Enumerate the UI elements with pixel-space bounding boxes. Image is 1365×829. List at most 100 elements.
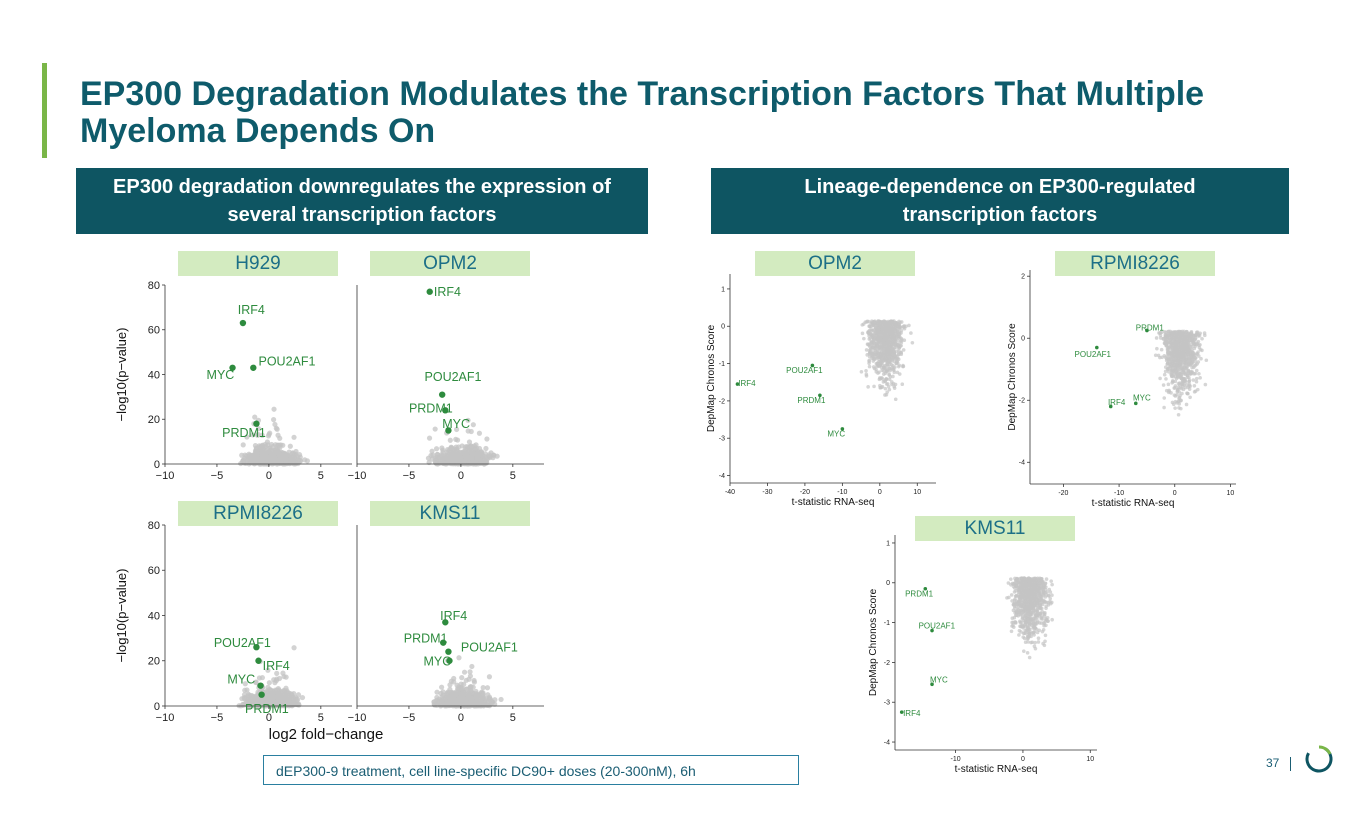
- gray-point: [1172, 329, 1177, 334]
- gray-point: [458, 458, 464, 464]
- gray-point: [255, 457, 261, 463]
- gray-point: [469, 691, 475, 697]
- gray-point: [1041, 589, 1046, 593]
- gray-point: [243, 453, 250, 459]
- gray-point: [257, 456, 263, 462]
- gray-point: [277, 457, 283, 463]
- gray-point: [270, 457, 276, 464]
- gray-point: [1169, 368, 1174, 373]
- gray-point: [875, 336, 879, 341]
- gray-point: [249, 698, 255, 704]
- gray-point: [475, 697, 481, 704]
- gray-point: [881, 329, 886, 334]
- gray-point: [874, 326, 878, 331]
- gray-point: [280, 701, 287, 707]
- gray-point: [261, 702, 267, 709]
- gray-point: [475, 453, 481, 459]
- gray-point: [453, 703, 459, 709]
- gray-point: [877, 325, 882, 329]
- gray-point: [1006, 581, 1011, 585]
- gray-point: [252, 448, 259, 454]
- gray-point: [447, 682, 453, 688]
- gray-point: [1175, 334, 1180, 339]
- gray-point: [1177, 358, 1182, 362]
- gray-point: [901, 348, 906, 352]
- gray-point: [455, 703, 462, 709]
- gray-point: [1020, 585, 1024, 589]
- gray-point: [262, 461, 269, 467]
- gray-point: [451, 459, 457, 465]
- gray-point: [1188, 371, 1193, 376]
- gray-point: [1200, 337, 1204, 341]
- gray-point: [455, 698, 461, 704]
- gray-point: [1172, 364, 1176, 368]
- gray-point: [281, 452, 287, 458]
- gray-point: [1029, 595, 1034, 599]
- gray-point: [897, 346, 902, 350]
- gray-point: [281, 702, 287, 709]
- gray-point: [466, 701, 472, 707]
- gray-point: [263, 458, 269, 465]
- gray-point: [876, 331, 880, 335]
- gray-point: [1189, 354, 1193, 358]
- gray-point: [1028, 577, 1032, 582]
- gray-point: [265, 449, 271, 456]
- gray-point: [465, 702, 471, 709]
- gray-point: [1024, 604, 1028, 609]
- gray-point: [451, 451, 457, 457]
- gray-point: [274, 458, 280, 464]
- gray-point: [254, 700, 260, 706]
- gray-point: [249, 702, 256, 708]
- gray-point: [476, 698, 482, 704]
- gray-point: [869, 327, 873, 332]
- gray-point: [467, 456, 473, 463]
- gray-point: [483, 445, 489, 452]
- gray-point: [447, 454, 453, 460]
- gray-point: [1167, 351, 1172, 355]
- gray-point: [897, 322, 901, 327]
- gray-point: [863, 320, 868, 324]
- gray-point: [1019, 592, 1024, 597]
- gray-point: [1029, 582, 1033, 587]
- gray-point: [256, 702, 262, 709]
- gray-point: [476, 459, 482, 465]
- gray-point: [872, 321, 877, 326]
- gray-point: [268, 701, 275, 707]
- gray-point: [442, 702, 449, 708]
- gray-point: [458, 698, 464, 704]
- gray-point: [896, 339, 901, 343]
- gray-point: [468, 461, 474, 467]
- gray-point: [884, 356, 888, 361]
- highlight-label-myc: MYC: [1133, 393, 1151, 402]
- gray-point: [456, 698, 462, 705]
- gray-point: [266, 452, 272, 459]
- gray-point: [447, 459, 453, 465]
- gray-point: [453, 460, 459, 466]
- gray-point: [454, 460, 460, 467]
- gray-point: [878, 323, 882, 327]
- gray-point: [894, 342, 898, 347]
- gray-point: [242, 687, 248, 693]
- gray-point: [444, 449, 450, 455]
- gray-point: [463, 698, 469, 704]
- gray-point: [876, 343, 881, 348]
- gray-point: [273, 694, 279, 700]
- gray-point: [266, 702, 272, 708]
- gray-point: [249, 699, 255, 706]
- gray-point: [1178, 371, 1183, 376]
- gray-point: [280, 461, 286, 467]
- gray-point: [871, 351, 876, 356]
- gray-point: [458, 702, 464, 708]
- gray-point: [1014, 594, 1019, 598]
- gray-point: [884, 335, 888, 339]
- gray-point: [249, 695, 255, 701]
- gray-point: [456, 700, 462, 706]
- gray-point: [260, 449, 266, 455]
- gray-point: [1192, 390, 1197, 394]
- gray-point: [280, 458, 287, 464]
- gray-point: [476, 696, 482, 702]
- gray-point: [474, 696, 481, 702]
- gray-point: [887, 350, 892, 354]
- gray-point: [876, 353, 881, 357]
- gray-point: [1174, 358, 1179, 363]
